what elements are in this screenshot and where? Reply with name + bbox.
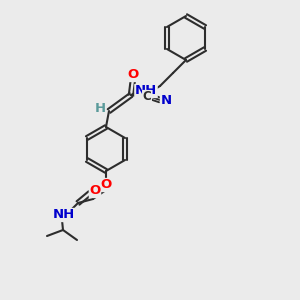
Text: O: O <box>89 184 100 197</box>
Text: NH: NH <box>53 208 75 221</box>
Text: N: N <box>160 94 172 106</box>
Text: H: H <box>94 101 106 115</box>
Text: NH: NH <box>135 85 157 98</box>
Text: C: C <box>142 91 152 103</box>
Text: O: O <box>100 178 112 191</box>
Text: O: O <box>128 68 139 82</box>
